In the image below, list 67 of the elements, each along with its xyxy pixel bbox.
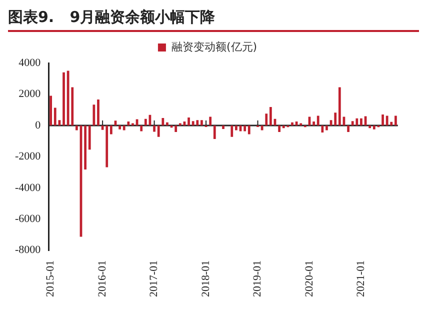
x-tick-label: 2016-01 bbox=[96, 260, 108, 298]
y-tick-label: 0 bbox=[35, 119, 42, 132]
bar bbox=[209, 116, 212, 126]
bar bbox=[192, 121, 194, 126]
bar bbox=[84, 125, 86, 170]
bar bbox=[386, 116, 388, 126]
bar bbox=[88, 125, 91, 150]
y-tick-label: -8000 bbox=[14, 244, 42, 256]
bar bbox=[326, 125, 328, 130]
bar bbox=[174, 125, 178, 132]
y-tick-label: 4000 bbox=[18, 56, 42, 69]
chart-title: 图表9. 9月融资余额小幅下降 bbox=[8, 8, 419, 32]
bar bbox=[54, 108, 56, 126]
bar bbox=[213, 125, 216, 140]
bar bbox=[153, 125, 156, 132]
bar bbox=[372, 125, 376, 130]
bar bbox=[196, 120, 199, 126]
y-tick-label: -4000 bbox=[14, 182, 42, 194]
x-tick-label: 2015-01 bbox=[44, 260, 57, 298]
bar bbox=[347, 125, 350, 132]
bar bbox=[334, 112, 337, 126]
x-tick-label: 2018-01 bbox=[200, 260, 212, 298]
x-tick-label: 2021-01 bbox=[355, 260, 368, 298]
bar bbox=[368, 125, 372, 128]
bar bbox=[71, 87, 74, 126]
bar bbox=[282, 125, 285, 128]
x-tick-label: 2017-01 bbox=[148, 260, 160, 298]
bar bbox=[97, 100, 100, 126]
bar bbox=[200, 120, 203, 126]
bar bbox=[316, 116, 320, 126]
y-tick-label: 2000 bbox=[18, 88, 42, 100]
bar bbox=[140, 125, 143, 132]
bar bbox=[235, 125, 238, 130]
bar bbox=[110, 125, 112, 134]
bar bbox=[338, 87, 341, 126]
y-tick-label: -2000 bbox=[14, 150, 42, 163]
bar bbox=[106, 125, 108, 168]
bar bbox=[230, 125, 234, 137]
bar bbox=[222, 125, 224, 130]
bar bbox=[265, 114, 268, 126]
bar bbox=[166, 122, 168, 126]
bar bbox=[278, 125, 280, 132]
bar bbox=[291, 122, 294, 126]
bar bbox=[188, 117, 190, 126]
bar bbox=[127, 122, 130, 126]
bar bbox=[122, 125, 126, 130]
bar bbox=[321, 125, 324, 132]
x-tick-label: 2020-01 bbox=[303, 260, 316, 298]
bar bbox=[269, 107, 272, 126]
bar bbox=[50, 96, 52, 126]
bar bbox=[157, 125, 160, 137]
legend-label: 融资变动额(亿元) bbox=[171, 40, 258, 54]
bar bbox=[248, 125, 250, 134]
bar bbox=[382, 114, 384, 126]
y-tick-label: -6000 bbox=[14, 213, 42, 226]
bar bbox=[144, 118, 147, 126]
bar bbox=[312, 122, 315, 126]
bar bbox=[76, 125, 78, 130]
bar bbox=[394, 116, 397, 126]
bar bbox=[92, 104, 96, 126]
bar bbox=[244, 125, 246, 132]
bar bbox=[356, 118, 358, 126]
x-tick-label: 2019-01 bbox=[252, 260, 264, 298]
bar bbox=[62, 72, 65, 126]
bar bbox=[118, 125, 121, 130]
bar bbox=[162, 118, 164, 126]
bar bbox=[351, 121, 354, 126]
